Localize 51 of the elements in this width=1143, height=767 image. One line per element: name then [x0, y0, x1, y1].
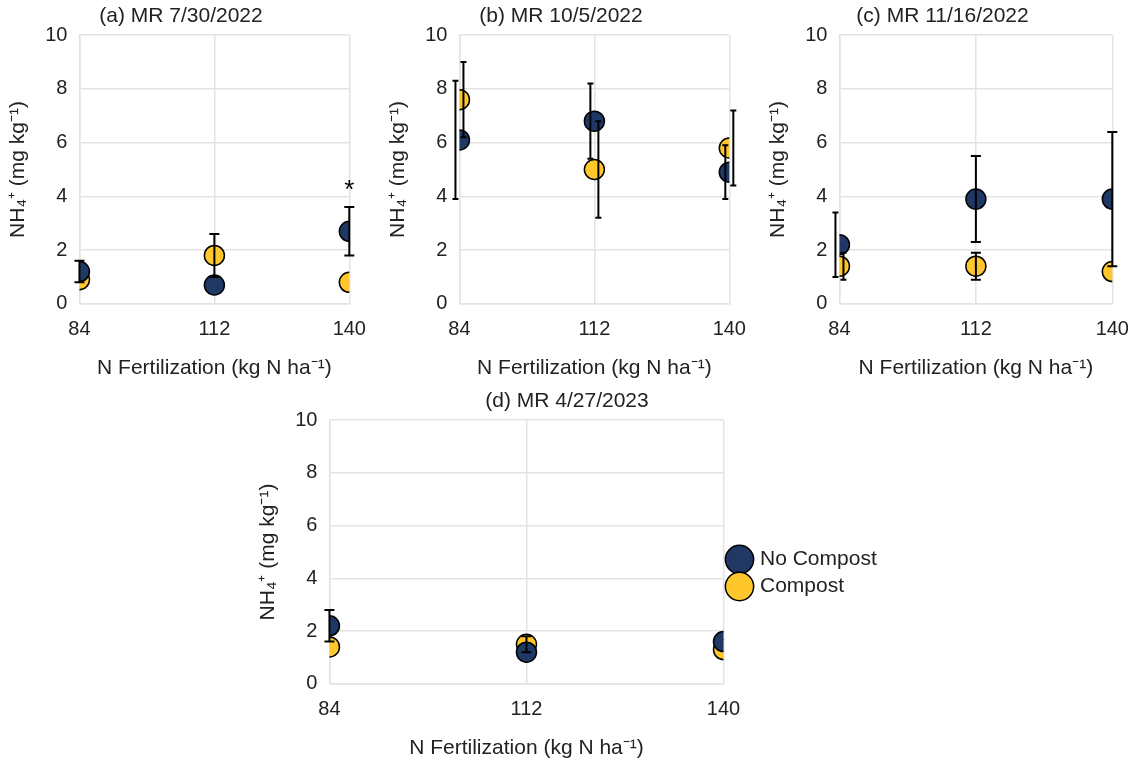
x-tick-label: 84: [448, 317, 471, 340]
x-tick-label: 84: [318, 697, 341, 720]
x-tick-label: 84: [68, 317, 91, 340]
y-tick-label: 0: [306, 671, 318, 694]
annotation: *: [344, 174, 355, 205]
y-axis-title: NH₄⁺ (mg kg⁻¹): [255, 483, 279, 621]
x-tick-label: 140: [712, 317, 746, 340]
y-axis-title: NH₄⁺ (mg kg⁻¹): [385, 101, 409, 238]
x-tick-label: 112: [198, 317, 231, 340]
y-tick-label: 4: [816, 183, 828, 206]
legend-label: Compost: [760, 573, 845, 597]
x-tick-label: 140: [1095, 317, 1129, 340]
y-tick-label: 8: [816, 76, 828, 99]
y-tick-label: 10: [45, 22, 68, 45]
y-tick-label: 8: [306, 460, 318, 483]
y-tick-label: 6: [56, 130, 68, 153]
y-tick-label: 6: [816, 130, 828, 153]
chart-title: (c) MR 11/16/2022: [856, 3, 1029, 27]
y-tick-label: 4: [56, 183, 68, 206]
x-tick-label: 84: [828, 317, 851, 340]
chart-title: (b) MR 10/5/2022: [479, 3, 643, 27]
y-tick-label: 2: [816, 237, 828, 260]
y-tick-label: 2: [306, 618, 318, 641]
chart-title: (a) MR 7/30/2022: [99, 3, 263, 27]
y-tick-label: 2: [56, 237, 68, 260]
y-tick-label: 0: [436, 291, 448, 314]
x-tick-label: 112: [510, 697, 543, 720]
x-axis-title: N Fertilization (kg N ha⁻¹): [97, 355, 332, 379]
y-axis-title: NH₄⁺ (mg kg⁻¹): [765, 101, 789, 238]
y-tick-label: 8: [436, 76, 448, 99]
y-tick-label: 2: [436, 237, 448, 260]
chart-title: (d) MR 4/27/2023: [485, 388, 649, 412]
x-axis-title: N Fertilization (kg N ha⁻¹): [409, 735, 644, 759]
legend-label: No Compost: [760, 546, 877, 570]
x-tick-label: 112: [959, 317, 992, 340]
x-tick-label: 140: [332, 317, 366, 340]
y-tick-label: 10: [425, 22, 448, 45]
x-tick-label: 112: [578, 317, 611, 340]
y-tick-label: 0: [816, 291, 828, 314]
x-axis-title: N Fertilization (kg N ha⁻¹): [477, 355, 712, 379]
y-axis-title: NH₄⁺ (mg kg⁻¹): [5, 101, 29, 238]
y-tick-label: 6: [436, 130, 448, 153]
y-tick-label: 10: [805, 22, 828, 45]
x-tick-label: 140: [706, 697, 741, 720]
x-axis-title: N Fertilization (kg N ha⁻¹): [858, 355, 1094, 379]
y-tick-label: 10: [295, 407, 318, 430]
y-tick-label: 6: [306, 513, 318, 536]
y-tick-label: 4: [306, 565, 318, 588]
y-tick-label: 4: [436, 183, 448, 206]
y-tick-label: 0: [56, 291, 68, 314]
y-tick-label: 8: [56, 76, 68, 99]
